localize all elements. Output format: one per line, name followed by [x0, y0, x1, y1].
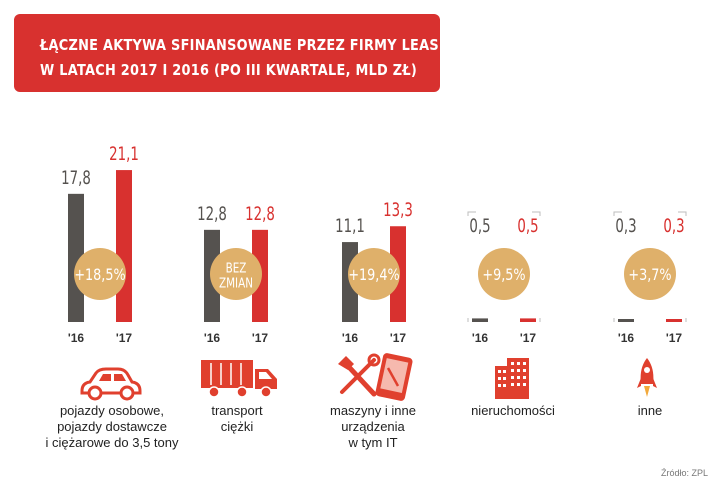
- title-banner: ŁĄCZNE AKTYWA SFINANSOWANE PRZEZ FIRMY L…: [14, 14, 500, 92]
- change-bubble: [348, 248, 400, 300]
- year-label-2016: '16: [618, 331, 635, 345]
- car-icon: [80, 367, 142, 401]
- change-label: +3,7%: [628, 267, 671, 285]
- value-label-2017: 13,3: [383, 200, 413, 222]
- change-label: +19,4%: [348, 267, 399, 285]
- value-label-2017: 0,5: [517, 215, 538, 237]
- tools-tablet-icon: [338, 353, 413, 401]
- change-bubble: [478, 248, 530, 300]
- value-label-2017: 21,1: [109, 143, 139, 165]
- value-label-2016: 0,3: [615, 215, 636, 237]
- year-label-2016: '16: [204, 331, 221, 345]
- category-label-other: inne: [637, 403, 663, 418]
- bar-2016: [472, 318, 488, 322]
- change-label: +18,5%: [74, 267, 125, 285]
- bracket-left: [467, 211, 476, 322]
- chart-title-line-2: W LATACH 2017 I 2016 (PO III KWARTALE, M…: [40, 61, 418, 79]
- value-label-2016: 0,5: [469, 215, 490, 237]
- change-bubble: [74, 248, 126, 300]
- source-note: Źródło: ZPL: [660, 468, 708, 478]
- value-label-2016: 11,1: [335, 215, 365, 237]
- bar-2017: [520, 318, 536, 322]
- year-label-2017: '17: [666, 331, 683, 345]
- year-label-2016: '16: [68, 331, 85, 345]
- bracket-right: [678, 211, 687, 322]
- year-label-2017: '17: [116, 331, 133, 345]
- change-label: BEZ: [226, 260, 247, 275]
- year-label-2016: '16: [342, 331, 359, 345]
- change-label: +9,5%: [482, 267, 525, 285]
- buildings-icon: [495, 358, 529, 399]
- chart-title-line-1: ŁĄCZNE AKTYWA SFINANSOWANE PRZEZ FIRMY L…: [40, 36, 501, 54]
- value-label-2016: 12,8: [197, 203, 227, 225]
- bracket-left: [613, 211, 622, 322]
- category-label-machinery: maszyny i inne urządzenia w tym IT: [330, 403, 416, 450]
- bar-2016: [618, 319, 634, 322]
- bracket-right: [532, 211, 541, 322]
- value-label-2017: 12,8: [245, 203, 275, 225]
- bar-2017: [116, 170, 132, 322]
- change-bubble: [624, 248, 676, 300]
- value-label-2017: 0,3: [663, 215, 684, 237]
- value-label-2016: 17,8: [61, 167, 91, 189]
- year-label-2017: '17: [520, 331, 537, 345]
- change-bubble: [210, 248, 262, 300]
- category-label-heavy-transport: transport ciężki: [211, 403, 263, 434]
- bar-2017: [666, 319, 682, 322]
- category-label-real-estate: nieruchomości: [471, 403, 555, 418]
- change-label: ZMIAN: [219, 275, 253, 290]
- year-label-2017: '17: [252, 331, 269, 345]
- rocket-icon: [637, 358, 657, 397]
- category-label-cars: pojazdy osobowe, pojazdy dostawcze i cię…: [45, 403, 179, 450]
- truck-icon: [201, 360, 277, 398]
- year-label-2016: '16: [472, 331, 489, 345]
- year-label-2017: '17: [390, 331, 407, 345]
